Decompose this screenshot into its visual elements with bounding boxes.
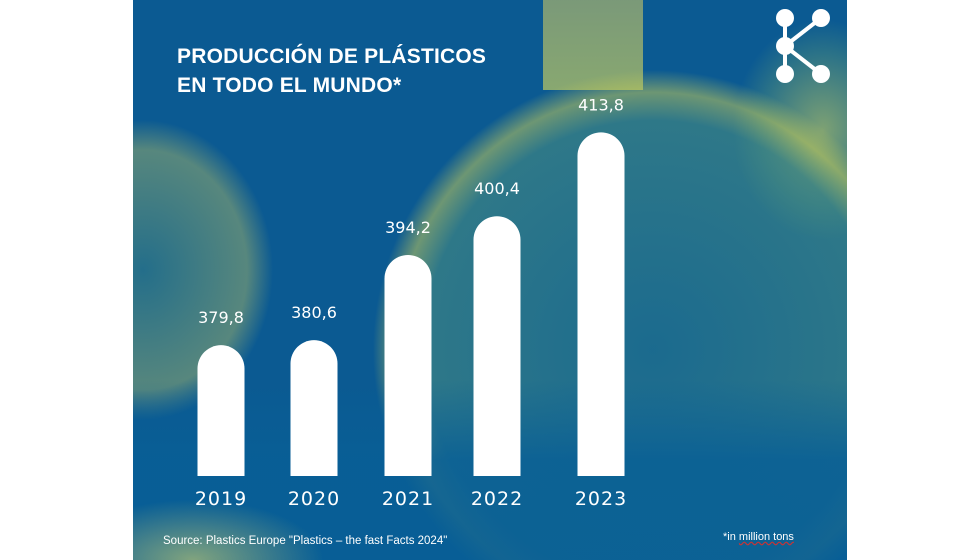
bar-2022: [473, 216, 521, 476]
source-note: Source: Plastics Europe "Plastics – the …: [163, 535, 448, 547]
chart-title: PRODUCCIÓN DE PLÁSTICOS EN TODO EL MUNDO…: [177, 42, 486, 100]
value-label: 400,4: [474, 179, 520, 198]
value-label: 413,8: [578, 95, 624, 114]
category-label: 2022: [471, 488, 523, 510]
infographic-panel: PRODUCCIÓN DE PLÁSTICOS EN TODO EL MUNDO…: [133, 0, 847, 560]
bar-2019: [197, 345, 245, 476]
molecule-network-icon: [776, 9, 830, 83]
unit-text: million tons: [738, 531, 794, 543]
unit-note: *in million tons: [723, 530, 794, 544]
value-label: 379,8: [198, 308, 244, 327]
title-line-1: PRODUCCIÓN DE PLÁSTICOS: [177, 45, 487, 68]
unit-prefix: *in: [723, 531, 739, 543]
bar-chart: 379,8 2019 380,6 2020 394,2 2021 400,4 2022 413,…: [195, 95, 627, 510]
category-label: 2020: [288, 488, 340, 510]
title-line-2: EN TODO EL MUNDO*: [177, 74, 402, 97]
category-label: 2023: [575, 488, 627, 510]
bar-2021: [384, 255, 432, 476]
value-label: 380,6: [291, 303, 337, 322]
bar-2023: [577, 132, 625, 477]
category-label: 2021: [382, 488, 434, 510]
bar-2020: [290, 340, 338, 476]
value-label: 394,2: [385, 218, 431, 237]
category-label: 2019: [195, 488, 247, 510]
